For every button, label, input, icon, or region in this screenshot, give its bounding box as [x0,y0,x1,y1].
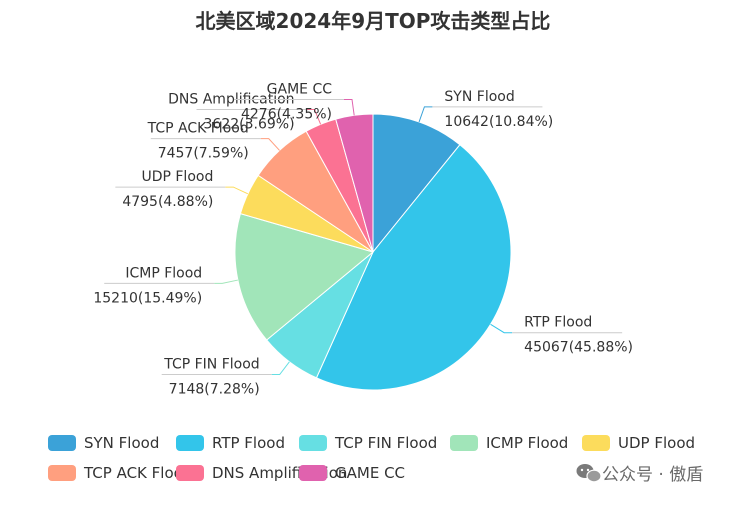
chart-title: 北美区域2024年9月TOP攻击类型占比 [196,9,551,33]
pie-slices [234,113,512,391]
legend-swatch [299,465,327,481]
leader-line-udp-flood [225,186,249,195]
slice-label-value: 3622(3.69%) [204,117,295,133]
legend: SYN Flood RTP Flood TCP FIN Flood ICMP Floo… [48,434,695,482]
slice-label-name: ICMP Flood [125,265,202,281]
legend-item-icmp-flood[interactable]: ICMP Flood [450,434,568,452]
pie-slice-icmp-flood [234,213,375,341]
slice-label-value: 15210(15.49%) [93,290,202,306]
watermark-text: 公众号 · 傲盾 [602,465,703,485]
slice-label-name: DNS Amplification [168,92,294,108]
legend-swatch [299,435,327,451]
watermark: 公众号 · 傲盾 [576,464,703,485]
legend-label: ICMP Flood [486,434,568,452]
legend-label: RTP Flood [212,434,285,452]
slice-label-value: 4276(4.35%) [241,106,332,122]
slice-label-value: 7148(7.28%) [169,382,260,398]
slice-labels: SYN Flood 10642(10.84%) RTP Flood 45067(45.… [93,81,633,397]
legend-label: DNS Amplification [212,464,347,482]
legend-item-rtp-flood[interactable]: RTP Flood [176,434,285,452]
legend-label: TCP ACK Flood [83,464,192,482]
legend-swatch [450,435,478,451]
slice-label-name: GAME CC [267,81,333,97]
slice-label-name: RTP Flood [524,315,592,331]
legend-swatch [176,435,204,451]
slice-label-value: 45067(45.88%) [524,340,633,356]
pie-slice-game-cc [335,113,374,253]
leader-line-tcp-fin-flood [271,361,290,376]
wechat-icon [576,464,602,483]
legend-item-game-cc[interactable]: GAME CC [299,464,405,482]
legend-item-tcp-fin-flood[interactable]: TCP FIN Flood [299,434,437,452]
legend-label: TCP FIN Flood [334,434,437,452]
slice-label-value: 7457(7.59%) [158,146,249,162]
pie-slice-rtp-flood [315,144,512,391]
legend-label: GAME CC [335,464,405,482]
leader-line-game-cc [344,98,355,116]
slice-label-value: 10642(10.84%) [444,114,553,130]
slice-label-name: TCP ACK Flood [147,121,249,137]
legend-item-syn-flood[interactable]: SYN Flood [48,434,159,452]
leader-line-dns-amplification [306,109,322,125]
leader-line-tcp-ack-flood [260,138,280,151]
legend-swatch [582,435,610,451]
legend-swatch [48,465,76,481]
legend-swatch [176,465,204,481]
leader-line-rtp-flood [490,323,513,334]
legend-item-tcp-ack-flood[interactable]: TCP ACK Flood [48,464,192,482]
legend-item-udp-flood[interactable]: UDP Flood [582,434,695,452]
legend-label: SYN Flood [84,434,159,452]
legend-label: UDP Flood [618,434,695,452]
slice-label-name: SYN Flood [444,89,514,105]
slice-label-value: 4795(4.88%) [122,194,213,210]
slice-label-name: UDP Flood [141,169,213,185]
leader-line-icmp-flood [214,279,238,284]
legend-swatch [48,435,76,451]
slice-label-name: TCP FIN Flood [163,357,259,373]
leader-line-syn-flood [418,106,433,123]
